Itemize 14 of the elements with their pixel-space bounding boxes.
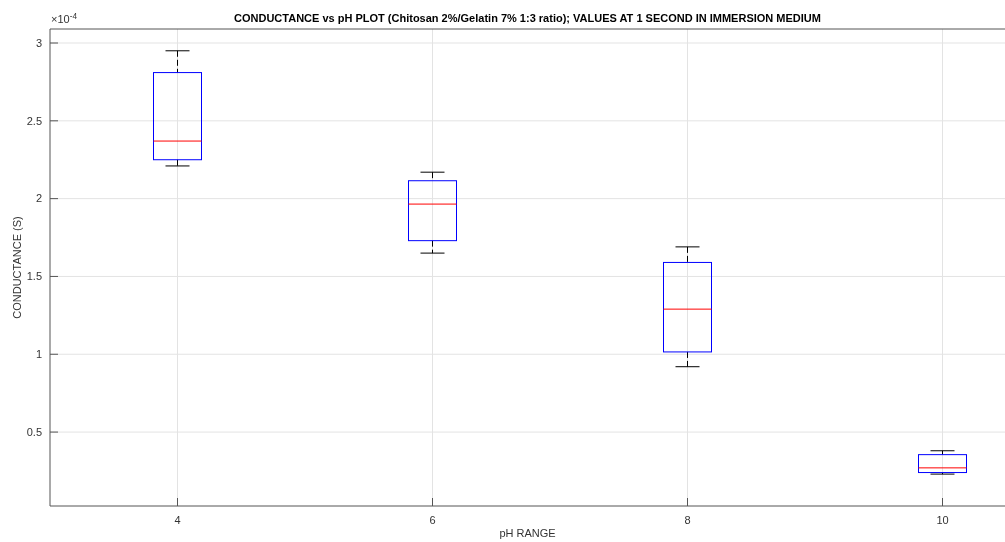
y-tick-label: 1 <box>35 348 42 361</box>
y-tick-label: 3 <box>35 36 42 49</box>
y-tick-label: 1.5 <box>26 270 42 283</box>
x-tick-label: 10 <box>936 514 949 526</box>
y-tick-label: 2.5 <box>26 114 42 127</box>
y-tick-label: 0.5 <box>26 425 42 438</box>
y-tick-label: 2 <box>35 192 42 205</box>
x-tick-label: 8 <box>684 514 691 526</box>
x-tick-label: 4 <box>174 514 181 526</box>
y-axis-title: CONDUCTANCE (S) <box>11 216 23 319</box>
text: ×10$^{-4}$ <box>51 11 78 25</box>
x-tick-label: 6 <box>429 514 436 526</box>
x-axis-title: pH RANGE <box>499 527 556 539</box>
chart-title: CONDUCTANCE vs pH PLOT (Chitosan 2%/Gelatin 7% 1:3 ratio); VALUES AT 1 SECOND IN IMMERSION MEDIUM <box>234 12 821 24</box>
